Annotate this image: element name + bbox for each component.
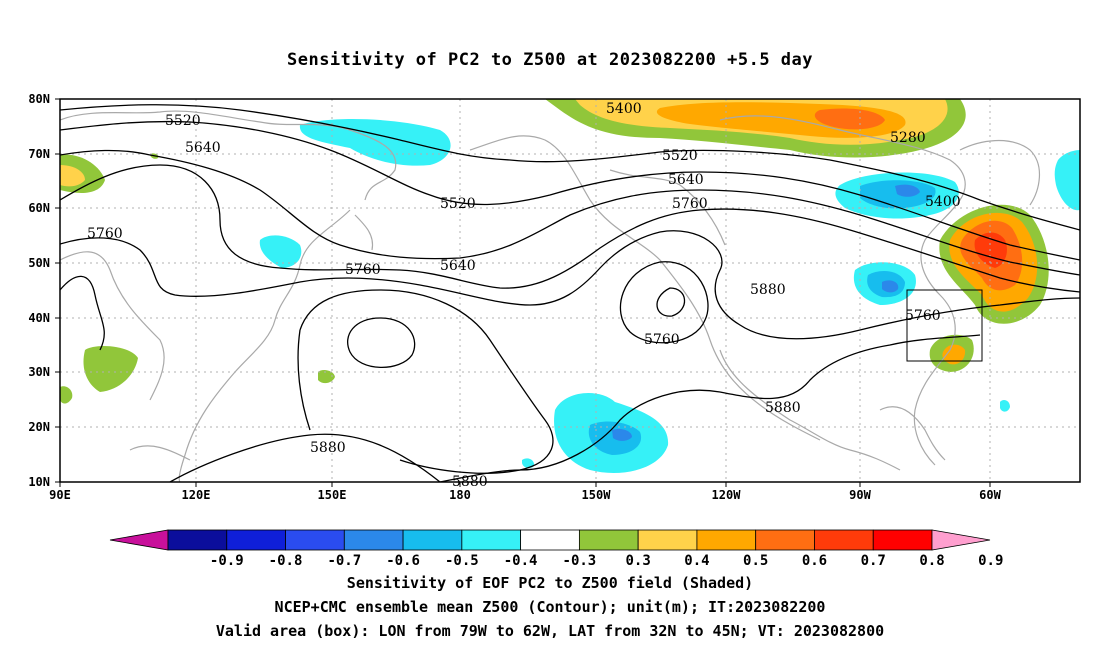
colorbar-swatch bbox=[285, 529, 345, 551]
lon-tick-label: 90E bbox=[49, 488, 71, 502]
colorbar-swatch bbox=[167, 529, 228, 551]
sensitivity-map: 5520 5640 5760 5400 5520 5640 5760 5280 … bbox=[28, 92, 1081, 569]
colorbar-label: 0.8 bbox=[919, 553, 944, 569]
colorbar-label: 0.7 bbox=[861, 553, 886, 569]
coastlines bbox=[60, 110, 1041, 482]
lon-tick-label: 150W bbox=[582, 488, 612, 502]
lat-tick-label: 40N bbox=[28, 311, 50, 325]
colorbar-swatch bbox=[872, 529, 933, 551]
contour-label: 5880 bbox=[765, 400, 801, 416]
caption-line-1: Sensitivity of EOF PC2 to Z500 field (Sh… bbox=[346, 574, 754, 592]
z500-contours bbox=[60, 104, 1080, 482]
colorbar-swatch bbox=[637, 529, 698, 551]
shade-negative-pacific-small bbox=[522, 458, 535, 469]
contour-label: 5760 bbox=[345, 262, 381, 278]
colorbar-label: -0.6 bbox=[386, 553, 420, 569]
shade-negative-east-pacific-core bbox=[612, 428, 632, 441]
contour-label: 5520 bbox=[165, 113, 201, 129]
colorbar-swatch bbox=[814, 529, 874, 551]
shade-positive-subtropical-core bbox=[942, 344, 966, 365]
colorbar-label: -0.7 bbox=[327, 553, 361, 569]
contour-label: 5520 bbox=[440, 196, 476, 212]
lat-tick-label: 20N bbox=[28, 420, 50, 434]
colorbar-label: 0.9 bbox=[978, 553, 1003, 569]
shade-positive-north-pacific-peak bbox=[814, 108, 885, 130]
lat-tick-label: 30N bbox=[28, 365, 50, 379]
lat-tick-label: 70N bbox=[28, 147, 50, 161]
colorbar-label: 0.5 bbox=[743, 553, 768, 569]
valid-area-box bbox=[906, 289, 983, 362]
lat-tick-labels: 80N 70N 60N 50N 40N 30N 20N 10N bbox=[28, 92, 50, 489]
colorbar-low-extension bbox=[109, 529, 169, 551]
shade-negative-atlantic-small bbox=[1000, 399, 1010, 412]
lon-tick-label: 60W bbox=[979, 488, 1001, 502]
lon-tick-labels: 90E 120E 150E 180 150W 120W 90W 60W bbox=[49, 488, 1001, 502]
lon-tick-label: 90W bbox=[849, 488, 871, 502]
contour-label: 5280 bbox=[890, 130, 926, 146]
shade-positive-patch-1 bbox=[318, 369, 335, 384]
contour-label: 5760 bbox=[905, 308, 941, 324]
contour-label: 5640 bbox=[440, 258, 476, 274]
shade-negative-bering bbox=[299, 118, 451, 166]
colorbar-label: -0.5 bbox=[445, 553, 479, 569]
colorbar-label: -0.3 bbox=[563, 553, 597, 569]
colorbar-label: -0.4 bbox=[504, 553, 538, 569]
shade-positive-patch-2 bbox=[60, 386, 73, 404]
colorbar-swatch bbox=[578, 529, 639, 551]
axis-ticks bbox=[55, 98, 991, 487]
colorbar-swatch bbox=[402, 529, 463, 551]
plot-frame bbox=[59, 98, 1081, 483]
shade-positive-west-edge-core bbox=[60, 165, 85, 187]
colorbar: -0.9 -0.8 -0.7 -0.6 -0.5 -0.4 -0.3 0.3 0.4 0.5 0.6… bbox=[109, 529, 1003, 569]
shade-negative-east-edge bbox=[1054, 150, 1080, 211]
lat-tick-label: 60N bbox=[28, 201, 50, 215]
lon-tick-label: 150E bbox=[318, 488, 347, 502]
contour-label: 5760 bbox=[672, 196, 708, 212]
contour-label: 5760 bbox=[87, 226, 123, 242]
lat-tick-label: 80N bbox=[28, 92, 50, 106]
colorbar-swatch bbox=[343, 529, 404, 551]
contour-label: 5880 bbox=[750, 282, 786, 298]
colorbar-label: -0.8 bbox=[269, 553, 303, 569]
colorbar-swatch bbox=[520, 529, 580, 551]
contour-label: 5880 bbox=[310, 440, 346, 456]
shade-positive-southeast-asia bbox=[83, 346, 138, 392]
colorbar-swatch bbox=[461, 529, 522, 551]
contour-label: 5640 bbox=[185, 140, 221, 156]
lon-tick-label: 120W bbox=[712, 488, 742, 502]
colorbar-swatch bbox=[226, 529, 286, 551]
contour-label: 5400 bbox=[925, 194, 961, 210]
colorbar-high-extension bbox=[931, 529, 991, 551]
shade-negative-north-america-core bbox=[895, 184, 920, 197]
contour-label: 5760 bbox=[644, 332, 680, 348]
colorbar-label: -0.9 bbox=[210, 553, 244, 569]
lon-tick-label: 120E bbox=[182, 488, 211, 502]
contour-label: 5520 bbox=[662, 148, 698, 164]
shade-negative-japan bbox=[259, 235, 302, 268]
gridlines bbox=[60, 99, 1080, 482]
contour-label: 5640 bbox=[668, 172, 704, 188]
contour-label: 5400 bbox=[606, 101, 642, 117]
lon-tick-label: 180 bbox=[449, 488, 471, 502]
colorbar-swatch bbox=[696, 529, 757, 551]
contour-labels: 5520 5640 5760 5400 5520 5640 5760 5280 … bbox=[87, 101, 961, 490]
map-title: Sensitivity of PC2 to Z500 at 2023082200… bbox=[286, 50, 813, 70]
colorbar-label: 0.4 bbox=[684, 553, 709, 569]
colorbar-label: 0.3 bbox=[626, 553, 651, 569]
lat-tick-label: 50N bbox=[28, 256, 50, 270]
shade-negative-great-lakes-core bbox=[882, 280, 899, 293]
colorbar-swatch bbox=[755, 529, 815, 551]
caption-line-2: NCEP+CMC ensemble mean Z500 (Contour); u… bbox=[274, 598, 826, 616]
colorbar-label: 0.6 bbox=[802, 553, 827, 569]
caption-line-3: Valid area (box): LON from 79W to 62W, L… bbox=[215, 622, 885, 640]
lat-tick-label: 10N bbox=[28, 475, 50, 489]
